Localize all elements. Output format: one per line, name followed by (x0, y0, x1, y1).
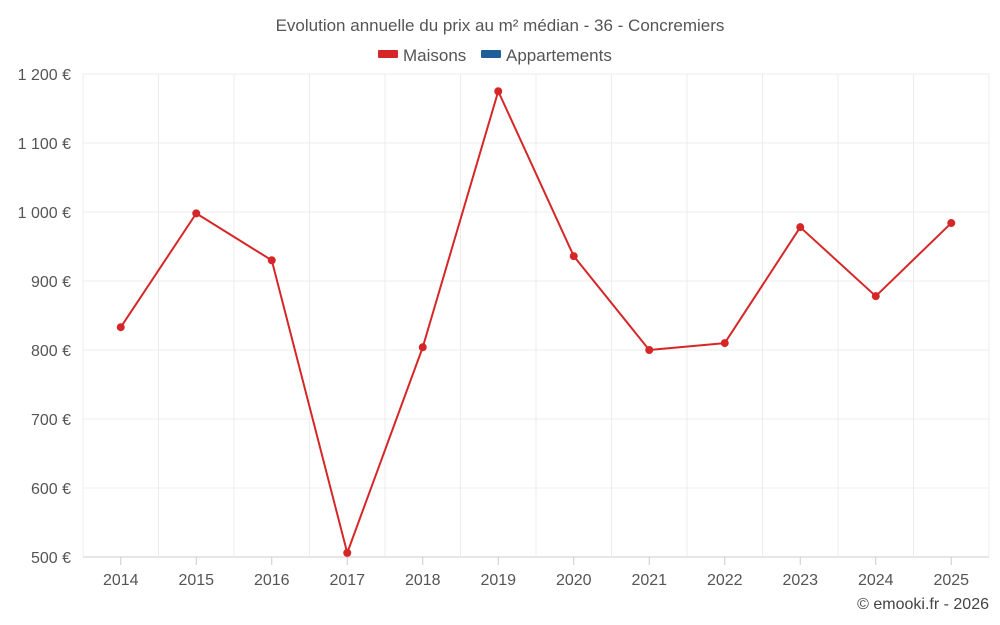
data-point[interactable] (192, 209, 201, 218)
x-tick-label: 2018 (405, 572, 441, 589)
data-point[interactable] (645, 346, 654, 354)
y-tick-label: 500 € (31, 550, 71, 567)
grid (82, 73, 990, 558)
data-point[interactable] (720, 339, 729, 348)
data-point[interactable] (267, 256, 276, 265)
x-tick-label: 2014 (103, 572, 139, 589)
y-tick-label: 1 100 € (18, 136, 71, 153)
data-point[interactable] (116, 323, 125, 332)
x-tick-label: 2017 (329, 572, 365, 589)
y-tick-label: 1 000 € (18, 205, 71, 222)
y-tick-label: 700 € (31, 412, 71, 429)
y-tick-label: 1 200 € (18, 67, 71, 84)
legend-label-maisons[interactable]: Maisons (403, 46, 466, 65)
legend-swatch-maisons[interactable] (378, 50, 398, 58)
data-point[interactable] (871, 292, 880, 301)
data-point[interactable] (947, 219, 956, 228)
data-point[interactable] (343, 548, 352, 557)
chart-title: Evolution annuelle du prix au m² médian … (276, 16, 725, 35)
x-tick-label: 2021 (631, 572, 667, 589)
x-tick-label: 2019 (480, 572, 516, 589)
series-maisons (116, 87, 956, 557)
data-point[interactable] (494, 87, 503, 96)
y-tick-label: 600 € (31, 481, 71, 498)
y-tick-label: 800 € (31, 343, 71, 360)
x-tick-label: 2022 (707, 572, 743, 589)
legend-swatch-appartements[interactable] (481, 50, 501, 58)
x-tick-label: 2025 (933, 572, 969, 589)
x-tick-label: 2023 (782, 572, 818, 589)
x-tick-label: 2016 (254, 572, 290, 589)
axes: 500 € 600 € 700 € 800 € 900 € 1 000 € 1 100 € 1… (18, 67, 970, 589)
legend[interactable]: Maisons Appartements (378, 46, 612, 65)
data-point[interactable] (418, 343, 427, 352)
data-point[interactable] (796, 223, 805, 232)
x-tick-label: 2024 (858, 572, 894, 589)
y-tick-label: 900 € (31, 274, 71, 291)
legend-label-appartements[interactable]: Appartements (506, 46, 612, 65)
series-line-maisons (119, 90, 952, 554)
x-tick-label: 2020 (556, 572, 592, 589)
data-point[interactable] (569, 252, 578, 261)
credit-text: © emooki.fr - 2026 (857, 596, 989, 613)
x-tick-label: 2015 (178, 572, 214, 589)
